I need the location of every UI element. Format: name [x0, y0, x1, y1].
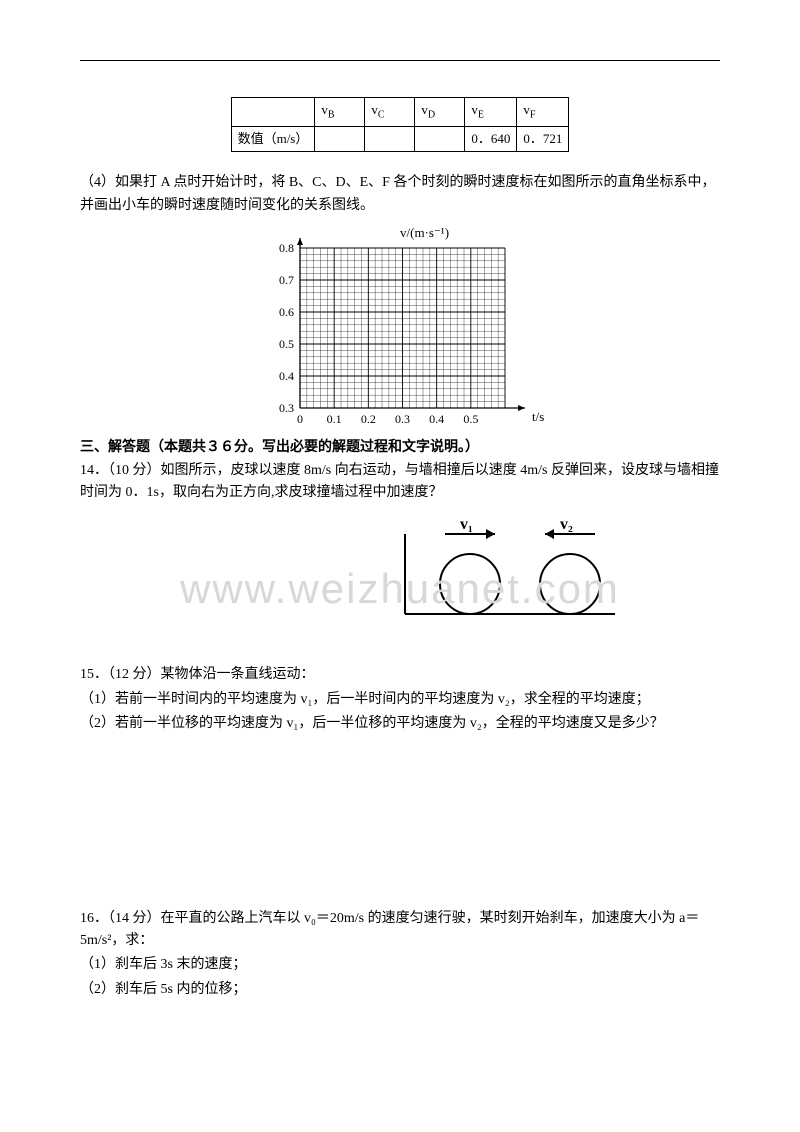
q16-line2: （1）刹车后 3s 末的速度； [80, 954, 720, 976]
q15-line1: 15．（12 分）某物体沿一条直线运动： [80, 664, 720, 686]
svg-text:0: 0 [297, 412, 303, 426]
chart-grid [300, 248, 505, 408]
table-row: vB vC vD vE vF [231, 98, 569, 127]
td-vd [415, 126, 465, 152]
spacer [80, 738, 720, 908]
svg-text:0.6: 0.6 [279, 305, 294, 319]
svg-text:0.5: 0.5 [279, 337, 294, 351]
svg-text:0.4: 0.4 [429, 412, 444, 426]
td-vb [315, 126, 365, 152]
y-axis-label: v/(m·s⁻¹) [400, 225, 449, 240]
v1-label: v₁ [460, 516, 473, 533]
svg-text:0.7: 0.7 [279, 273, 294, 287]
x-ticks: 0 0.1 0.2 0.3 0.4 0.5 [297, 412, 478, 426]
velocity-table: vB vC vD vE vF 数值（m/s） 0．640 0．721 [231, 97, 570, 152]
q16-line3: （2）刹车后 5s 内的位移； [80, 979, 720, 1001]
velocity-chart: v/(m·s⁻¹) 0.30.40.50.60.70.8 00.10.20.30… [250, 223, 550, 433]
ball-1 [440, 554, 500, 614]
paragraph-4: （4）如果打 A 点时开始计时，将 B、C、D、E、F 各个时刻的瞬时速度标在如… [80, 172, 720, 217]
td-label: 数值（m/s） [231, 126, 315, 152]
td-vc [365, 126, 415, 152]
q16-line1: 16．（14 分）在平直的公路上汽车以 v₀＝20m/s 的速度匀速行驶，某时刻… [80, 908, 720, 953]
svg-text:0.1: 0.1 [327, 412, 342, 426]
td-ve: 0．640 [465, 126, 517, 152]
y-ticks: 0.3 0.4 0.5 0.6 0.7 0.8 [279, 241, 294, 415]
section-3-heading: 三、解答题（本题共３６分。写出必要的解题过程和文字说明。） [80, 437, 720, 459]
svg-text:0.8: 0.8 [279, 241, 294, 255]
svg-text:0.3: 0.3 [395, 412, 410, 426]
y-arrow [297, 238, 303, 245]
ball-2 [540, 554, 600, 614]
x-arrow [518, 405, 525, 411]
th-vc: vC [365, 98, 415, 127]
th-vf: vF [517, 98, 569, 127]
th-vb: vB [315, 98, 365, 127]
q14-svg: v₁ v₂ [400, 514, 620, 634]
header-rule [80, 60, 720, 61]
table-row: 数值（m/s） 0．640 0．721 [231, 126, 569, 152]
th-vd: vD [415, 98, 465, 127]
th-blank [231, 98, 315, 127]
v2-arrow-head [545, 529, 554, 539]
svg-text:0.5: 0.5 [463, 412, 478, 426]
v1-arrow-head [486, 529, 495, 539]
q15-line3: （2）若前一半位移的平均速度为 v₁，后一半位移的平均速度为 v₂，全程的平均速… [80, 713, 720, 735]
q14-text: 14．（10 分）如图所示，皮球以速度 8m/s 向右运动，与墙相撞后以速度 4… [80, 460, 720, 505]
chart-svg: v/(m·s⁻¹) 0.30.40.50.60.70.8 00.10.20.30… [250, 223, 550, 433]
v2-label: v₂ [560, 516, 573, 533]
q15-line2: （1）若前一半时间内的平均速度为 v₁，后一半时间内的平均速度为 v₂，求全程的… [80, 689, 720, 711]
td-vf: 0．721 [517, 126, 569, 152]
th-ve: vE [465, 98, 517, 127]
x-axis-label: t/s [532, 409, 544, 424]
svg-text:0.3: 0.3 [279, 401, 294, 415]
svg-text:0.2: 0.2 [361, 412, 376, 426]
svg-text:0.4: 0.4 [279, 369, 294, 383]
q14-figure: v₁ v₂ [400, 514, 620, 634]
